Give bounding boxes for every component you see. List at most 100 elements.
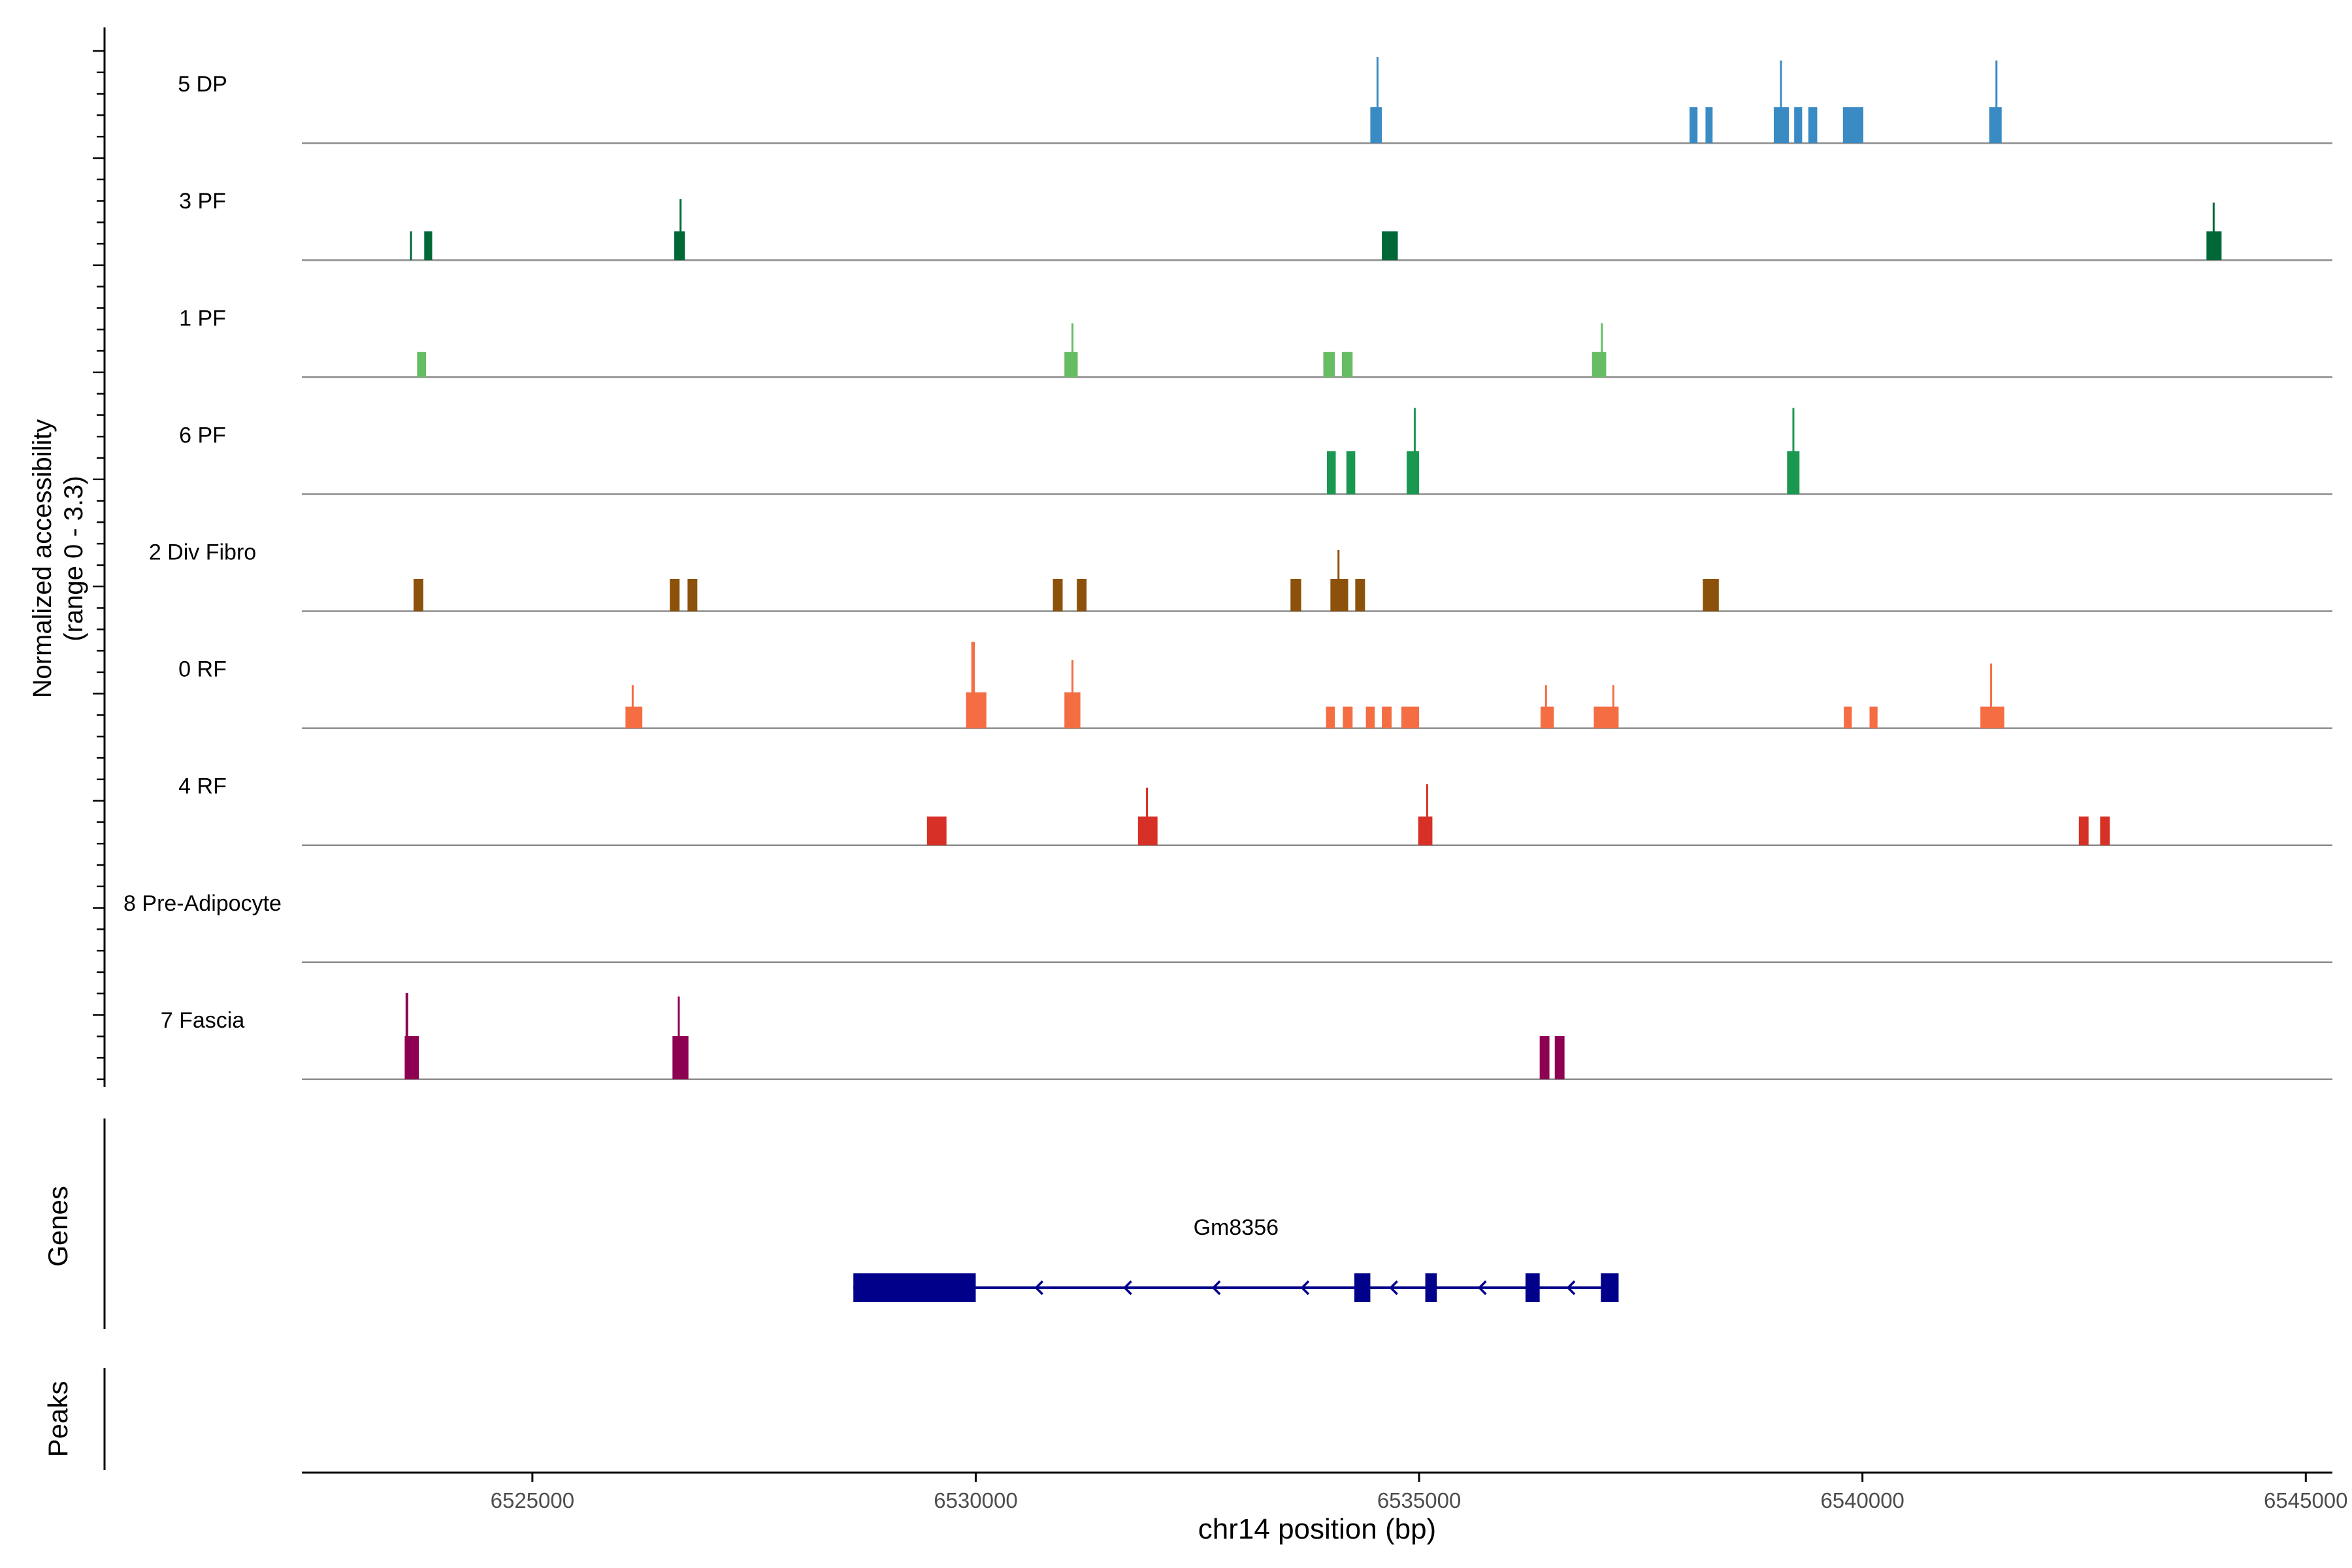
- coverage-peak: [1703, 579, 1719, 612]
- track-label: 3 PF: [179, 189, 226, 214]
- coverage-peak: [1554, 1036, 1565, 1079]
- coverage-peak: [1780, 60, 1782, 144]
- x-tick-label: 6525000: [491, 1488, 574, 1512]
- coverage-peak: [625, 706, 643, 728]
- track-label: 5 DP: [178, 72, 227, 97]
- strand-arrow: [1034, 1280, 1044, 1296]
- coverage-peak: [1794, 107, 1803, 144]
- coverage-peak: [1990, 663, 1993, 728]
- coverage-peak: [672, 1036, 689, 1079]
- track-3: 6 PF: [179, 408, 2332, 495]
- coverage-peak: [1612, 685, 1614, 728]
- coverage-peak: [1413, 408, 1416, 495]
- gene-exon: [1525, 1273, 1540, 1302]
- coverage-peak: [1541, 706, 1554, 728]
- strand-arrow: [1300, 1280, 1310, 1296]
- coverage-peak: [1343, 706, 1353, 728]
- gene-exon: [1601, 1273, 1619, 1302]
- coverage-peak: [1337, 550, 1340, 612]
- coverage-peak: [1426, 784, 1428, 845]
- track-4: 2 Div Fibro: [149, 540, 2332, 612]
- track-label: 8 Pre-Adipocyte: [123, 891, 282, 916]
- coverage-peak: [1539, 1036, 1550, 1079]
- track-label: 7 Fascia: [161, 1008, 245, 1033]
- coverage-peak: [1326, 706, 1335, 728]
- coverage-peak: [410, 231, 412, 261]
- strand-arrow: [1477, 1280, 1487, 1296]
- track-0: 5 DP: [178, 57, 2332, 144]
- tracks-layer: 5 DP 3 PF 1 PF 6 PF 2 Div Fibro 0 RF 4 RF 8 Pre…: [123, 57, 2332, 1302]
- x-axis-label: chr14 position (bp): [1198, 1513, 1436, 1545]
- track-6: 4 RF: [178, 774, 2332, 846]
- coverage-peak: [424, 231, 433, 261]
- strand-arrow: [1211, 1280, 1221, 1296]
- coverage-peak: [1980, 706, 2004, 728]
- strand-arrow: [1389, 1280, 1398, 1296]
- coverage-peak: [1544, 685, 1547, 728]
- coverage-peak: [1842, 107, 1864, 144]
- coverage-peak: [1382, 231, 1398, 261]
- coverage-peak: [2100, 816, 2110, 845]
- coverage-peak: [687, 579, 698, 612]
- y-axis-range-label: (range 0 - 3.3): [59, 476, 88, 641]
- coverage-peak: [1071, 660, 1074, 728]
- coverage-peak: [1323, 351, 1335, 378]
- coverage-peak: [1593, 706, 1619, 728]
- coverage-peak: [679, 199, 682, 261]
- genes-axis-label: Genes: [42, 1186, 73, 1267]
- coverage-peak: [1705, 107, 1713, 144]
- strand-arrow: [1123, 1280, 1132, 1296]
- coverage-peak: [678, 996, 680, 1079]
- coverage-peak: [1995, 60, 1998, 144]
- coverage-peak: [1071, 323, 1074, 378]
- x-tick-label: 6535000: [1377, 1488, 1461, 1512]
- y-axis-label: Normalized accessibility: [28, 419, 57, 698]
- coverage-peak: [1077, 579, 1087, 612]
- coverage-peak: [1365, 706, 1375, 728]
- coverage-peak: [414, 579, 423, 612]
- coverage-peak: [1290, 579, 1301, 612]
- x-tick-label: 6540000: [1820, 1488, 1904, 1512]
- coverage-peak: [1690, 107, 1698, 144]
- axes-layer: 6525000 6530000 6535000 6540000 6545000: [93, 27, 2348, 1512]
- gene-model: Gm8356: [853, 1215, 1619, 1302]
- coverage-peak: [971, 642, 975, 728]
- track-label: 6 PF: [179, 423, 226, 448]
- coverage-peak: [1407, 451, 1420, 495]
- coverage-peak: [631, 685, 634, 728]
- coverage-peak: [1064, 351, 1078, 378]
- coverage-peak: [417, 351, 427, 378]
- track-8: 7 Fascia: [161, 992, 2332, 1081]
- peaks-axis-label: Peaks: [42, 1381, 73, 1458]
- track-2: 1 PF: [179, 306, 2332, 378]
- coverage-peak: [1808, 107, 1818, 144]
- coverage-peak: [1869, 706, 1878, 728]
- gene-exon: [1354, 1273, 1371, 1302]
- coverage-peak: [2212, 203, 2215, 261]
- coverage-peak: [1376, 57, 1379, 144]
- coverage-peak: [1346, 451, 1356, 495]
- gene-label: Gm8356: [1194, 1215, 1279, 1240]
- coverage-peak: [1601, 323, 1603, 378]
- coverage-peak: [1418, 816, 1433, 845]
- x-tick-label: 6545000: [2264, 1488, 2347, 1512]
- coverage-peak: [1844, 706, 1852, 728]
- coverage-peak: [1592, 351, 1607, 378]
- coverage-peak: [1355, 579, 1365, 612]
- track-5: 0 RF: [178, 642, 2332, 729]
- coverage-peak: [1053, 579, 1063, 612]
- coverage-peak: [1382, 706, 1392, 728]
- coverage-peak: [670, 579, 680, 612]
- track-7: 8 Pre-Adipocyte: [123, 891, 2332, 964]
- coverage-peak: [1370, 107, 1382, 144]
- gene-exon: [853, 1273, 976, 1302]
- coverage-peak: [926, 816, 947, 845]
- coverage-peak: [1792, 408, 1795, 495]
- track-label: 2 Div Fibro: [149, 540, 256, 565]
- track-1: 3 PF: [179, 189, 2332, 261]
- track-label: 0 RF: [178, 657, 227, 682]
- coverage-peak: [2078, 816, 2089, 845]
- coverage-peak: [1342, 351, 1353, 378]
- strand-arrow: [1566, 1280, 1576, 1296]
